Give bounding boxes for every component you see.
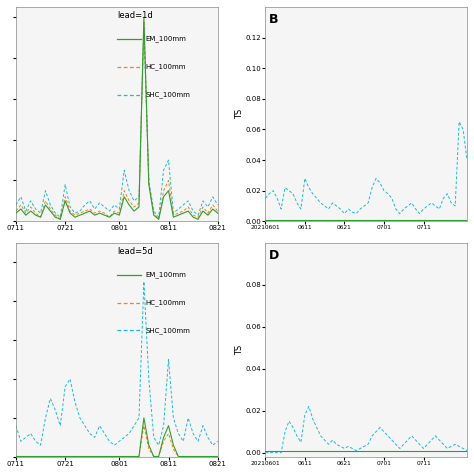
- Text: D: D: [269, 249, 280, 262]
- Y-axis label: TS: TS: [235, 109, 244, 119]
- Text: SHC_100mm: SHC_100mm: [145, 91, 190, 98]
- Text: SHC_100mm: SHC_100mm: [145, 327, 190, 334]
- Y-axis label: TS: TS: [235, 345, 244, 355]
- Text: EM_100mm: EM_100mm: [145, 36, 186, 43]
- Text: lead=1d: lead=1d: [117, 11, 153, 20]
- Text: lead=5d: lead=5d: [117, 247, 153, 256]
- Text: B: B: [269, 13, 279, 27]
- Text: HC_100mm: HC_100mm: [145, 64, 186, 70]
- Text: HC_100mm: HC_100mm: [145, 299, 186, 306]
- Text: EM_100mm: EM_100mm: [145, 271, 186, 278]
